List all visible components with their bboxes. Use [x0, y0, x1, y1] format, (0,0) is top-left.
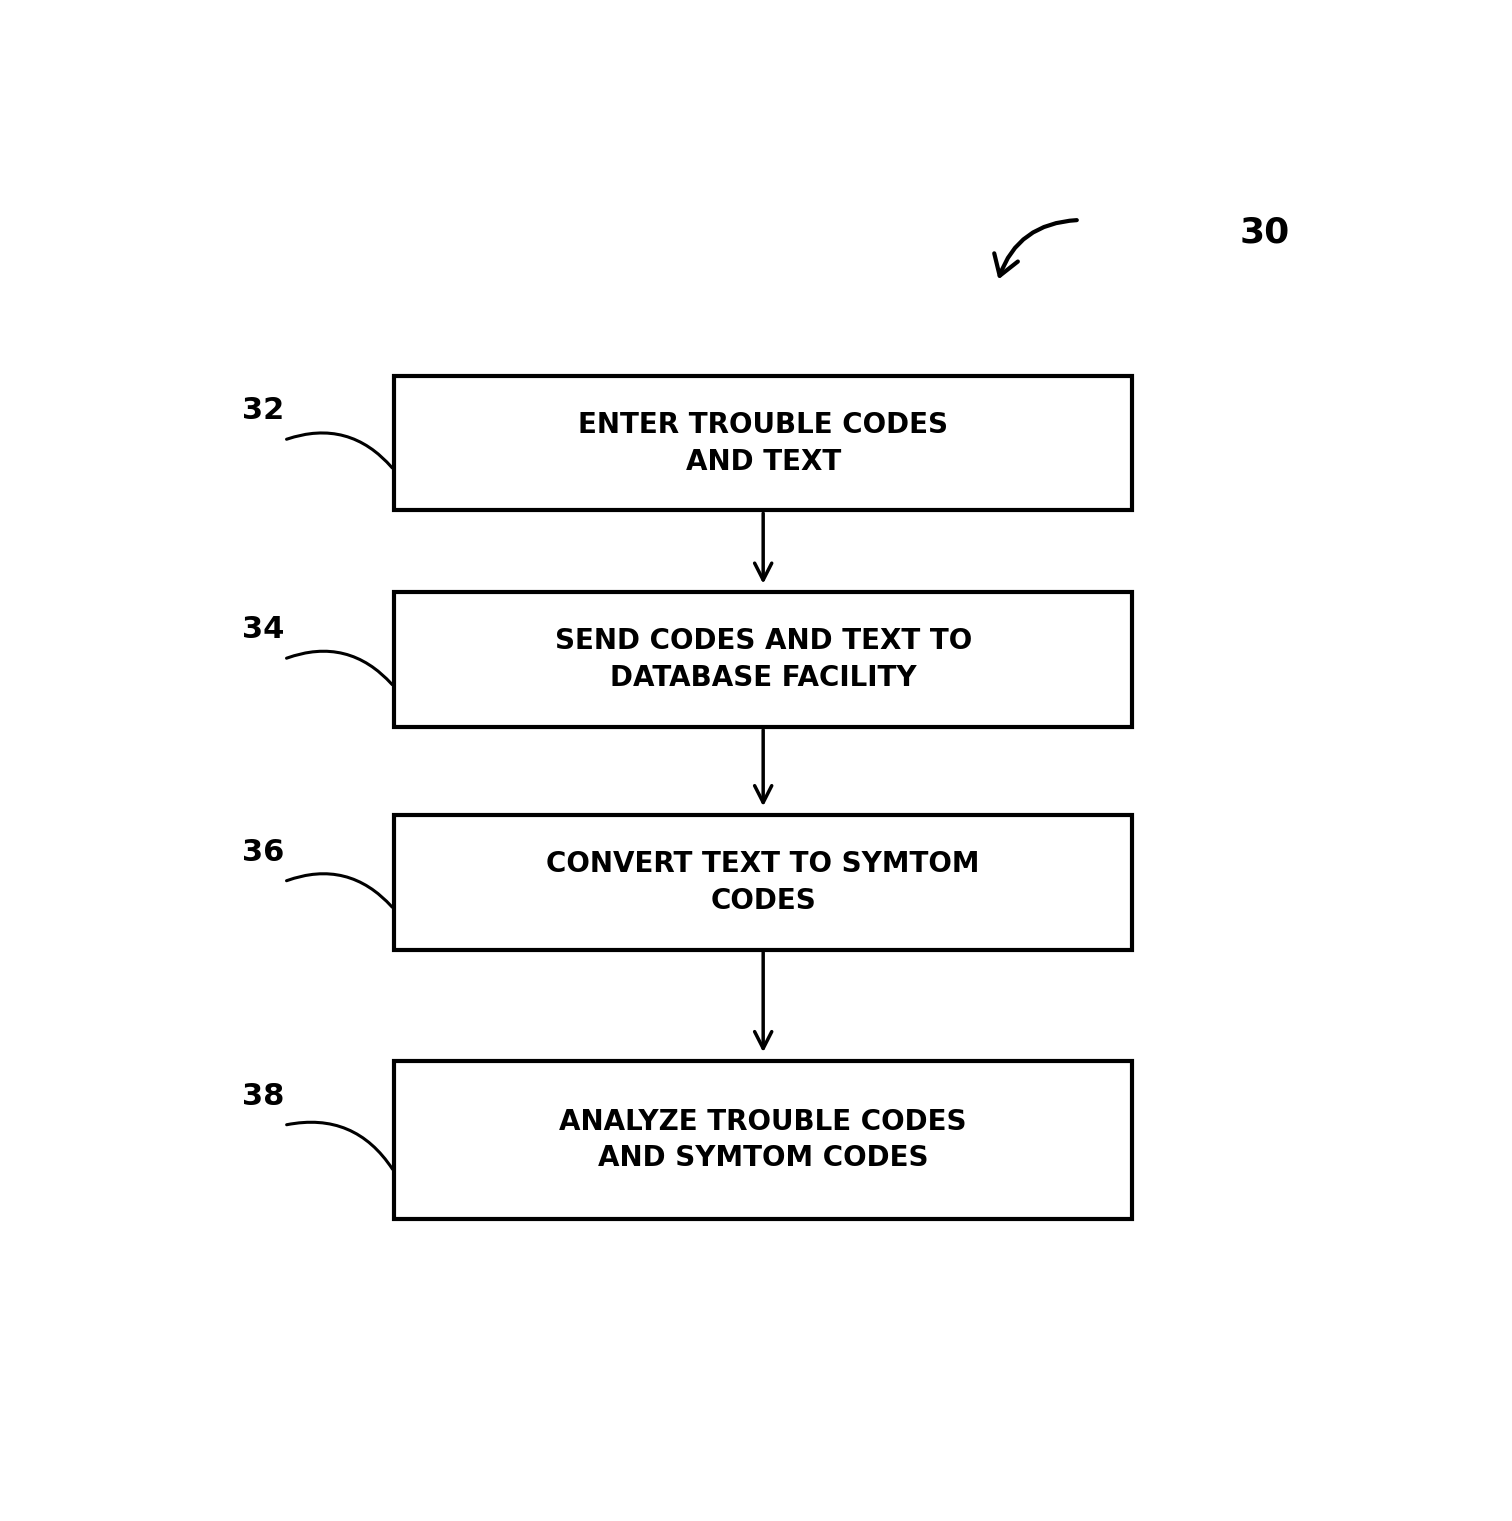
- Bar: [395, 815, 1132, 949]
- Text: CONVERT TEXT TO SYMTOM
CODES: CONVERT TEXT TO SYMTOM CODES: [546, 850, 980, 914]
- Text: 36: 36: [242, 838, 284, 867]
- Text: ANALYZE TROUBLE CODES
AND SYMTOM CODES: ANALYZE TROUBLE CODES AND SYMTOM CODES: [559, 1107, 968, 1173]
- Bar: [395, 376, 1132, 511]
- Bar: [395, 592, 1132, 727]
- FancyArrowPatch shape: [287, 433, 392, 468]
- FancyArrowPatch shape: [995, 221, 1077, 275]
- FancyArrowPatch shape: [286, 651, 392, 684]
- Text: 34: 34: [242, 616, 284, 645]
- Text: 30: 30: [1240, 216, 1290, 249]
- Text: 38: 38: [242, 1081, 284, 1110]
- FancyArrowPatch shape: [286, 873, 392, 907]
- Text: 32: 32: [242, 397, 284, 426]
- Bar: [395, 1062, 1132, 1218]
- FancyArrowPatch shape: [287, 1122, 393, 1170]
- Text: ENTER TROUBLE CODES
AND TEXT: ENTER TROUBLE CODES AND TEXT: [578, 411, 948, 476]
- Text: SEND CODES AND TEXT TO
DATABASE FACILITY: SEND CODES AND TEXT TO DATABASE FACILITY: [555, 627, 972, 692]
